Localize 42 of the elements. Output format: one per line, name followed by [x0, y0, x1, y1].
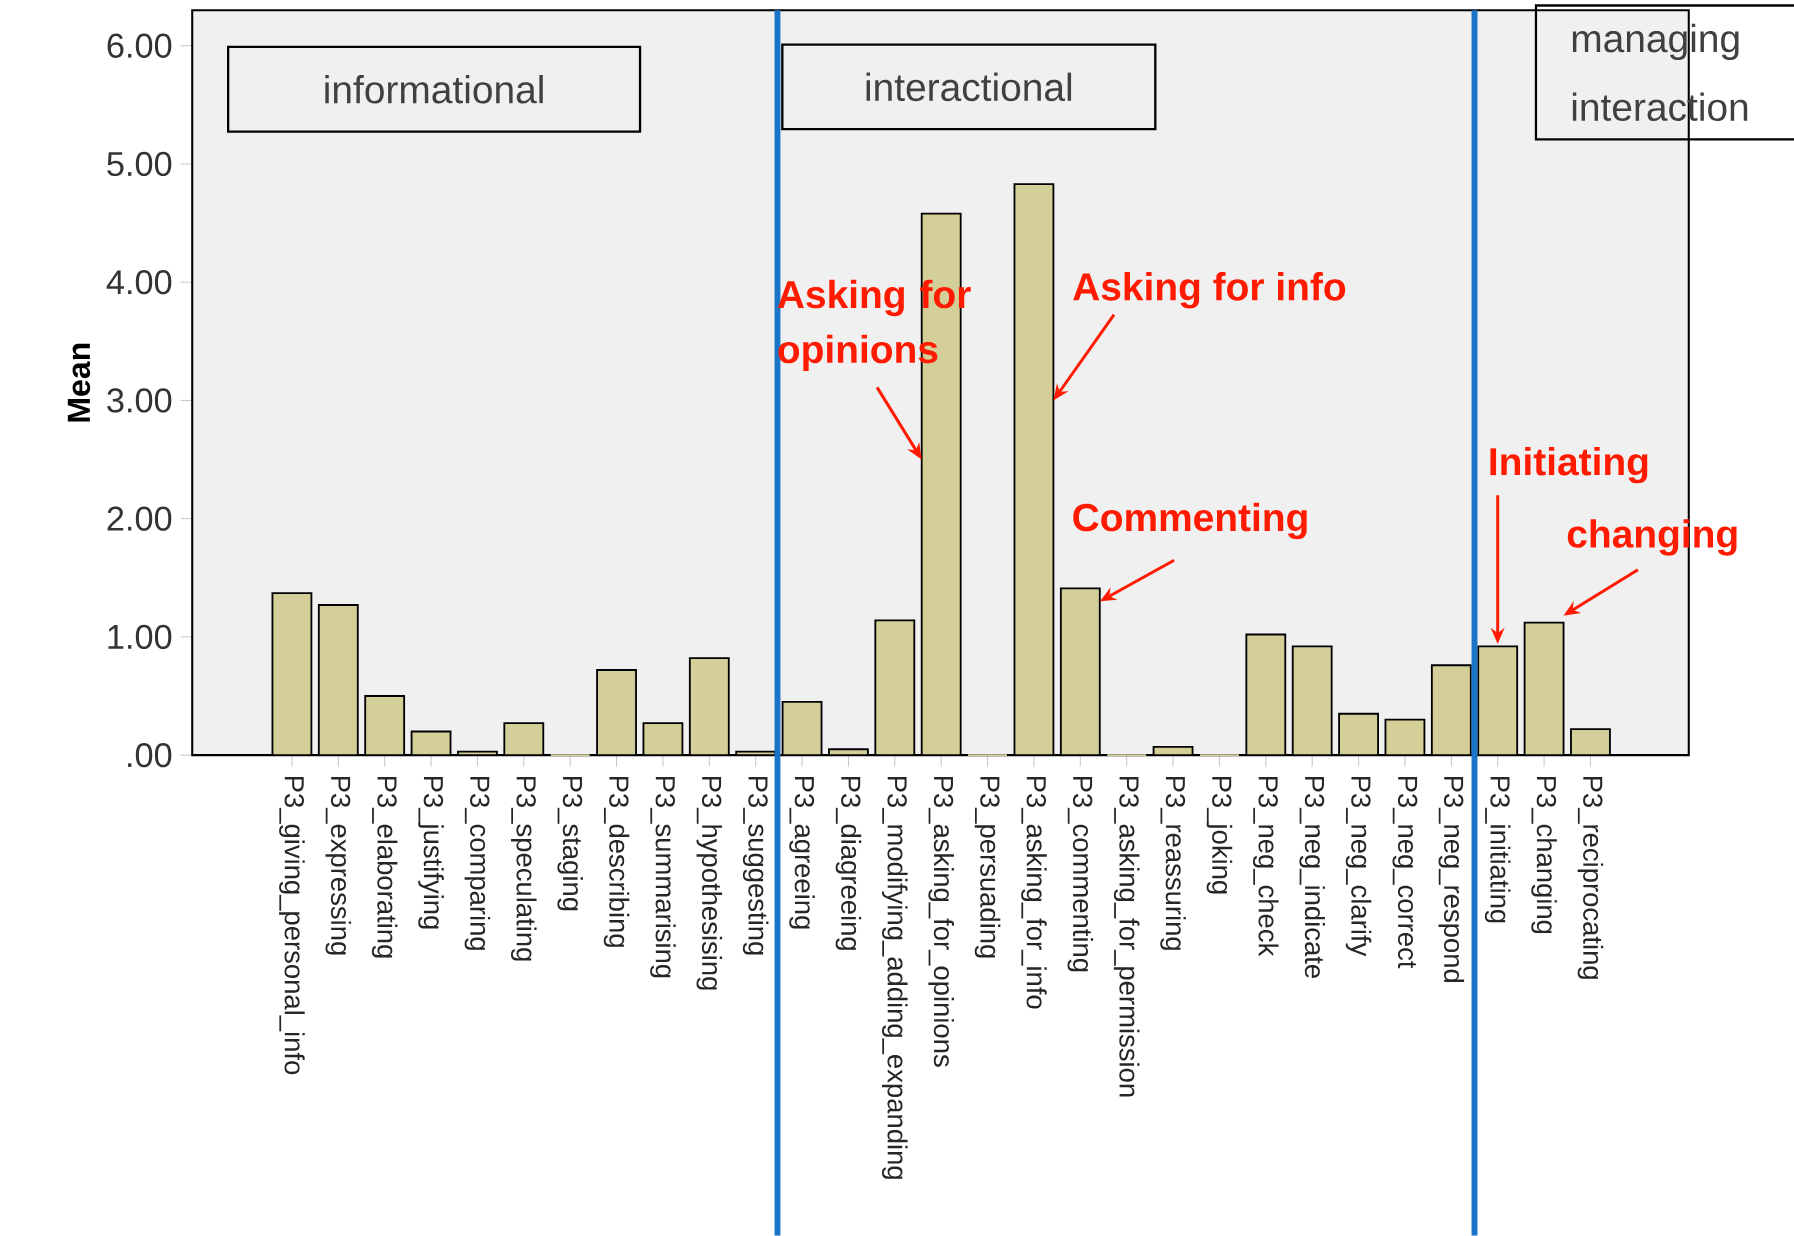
annotation: Commenting	[1073, 502, 1307, 540]
x-tick-label: P3_neg_indicate	[1299, 777, 1325, 979]
x-tick-label: P3_neg_respond	[1438, 777, 1465, 983]
x-tick-label: P3_asking_for_opinions	[928, 777, 954, 1067]
annotation: Initiating	[1490, 447, 1648, 484]
y-tick-label: 5.00	[107, 152, 172, 177]
y-tick-label: 6.00	[107, 33, 172, 59]
x-tick-label: P3_neg_correct	[1392, 777, 1418, 969]
x-tick-label: P3_reassuring	[1160, 777, 1186, 951]
x-tick-label: P3_persuading	[974, 777, 1001, 958]
x-tick-label: P3_comparing	[464, 777, 491, 951]
x-tick-label: P3_staging	[557, 777, 583, 911]
x-tick-label: P3_changing	[1531, 777, 1557, 934]
x-tick-label: P3_suggesting	[742, 777, 769, 955]
x-tick-label: P3_describing	[603, 777, 630, 948]
x-tick-label: P3_giving_personal_info	[279, 777, 305, 1075]
y-tick-label: .00	[128, 743, 172, 768]
x-tick-label: P3_modifying_adding_expanding	[882, 777, 908, 1180]
x-tick-label: P3_asking_for_info	[1021, 777, 1047, 1009]
y-tick-label: 1.00	[108, 624, 172, 650]
x-tick-label: P3_hypothesising	[696, 777, 723, 990]
x-tick-label: P3_speculating	[511, 777, 537, 961]
y-tick-label: 3.00	[107, 388, 172, 413]
x-tick-label: P3_diagreeing	[835, 777, 862, 951]
x-tick-label: P3_elaborating	[371, 777, 398, 958]
x-tick-label: P3_reciprocating	[1577, 777, 1604, 980]
x-tick-label: P3_expressing	[325, 777, 352, 955]
annotation: informational	[325, 75, 543, 104]
y-tick-label: 2.00	[107, 506, 172, 531]
x-tick-label: P3_joking	[1206, 777, 1233, 894]
annotation: interactional	[866, 72, 1072, 102]
annotation: Asking for info	[1073, 272, 1346, 309]
x-tick-label: P3_neg_clarify	[1345, 777, 1372, 957]
x-tick-label: P3_agreeing	[789, 777, 815, 929]
x-tick-label: P3_asking_for_permission	[1113, 777, 1140, 1097]
y-axis-title: Mean	[67, 343, 91, 422]
x-tick-label: P3_justifying	[418, 777, 444, 929]
x-tick-label: P3_neg_check	[1253, 777, 1279, 957]
x-tick-label: P3_summarising	[650, 777, 676, 978]
x-tick-label: P3_commenting	[1067, 777, 1094, 972]
x-tick-label: P3_initiating	[1484, 777, 1511, 923]
y-tick-label: 4.00	[106, 270, 172, 295]
